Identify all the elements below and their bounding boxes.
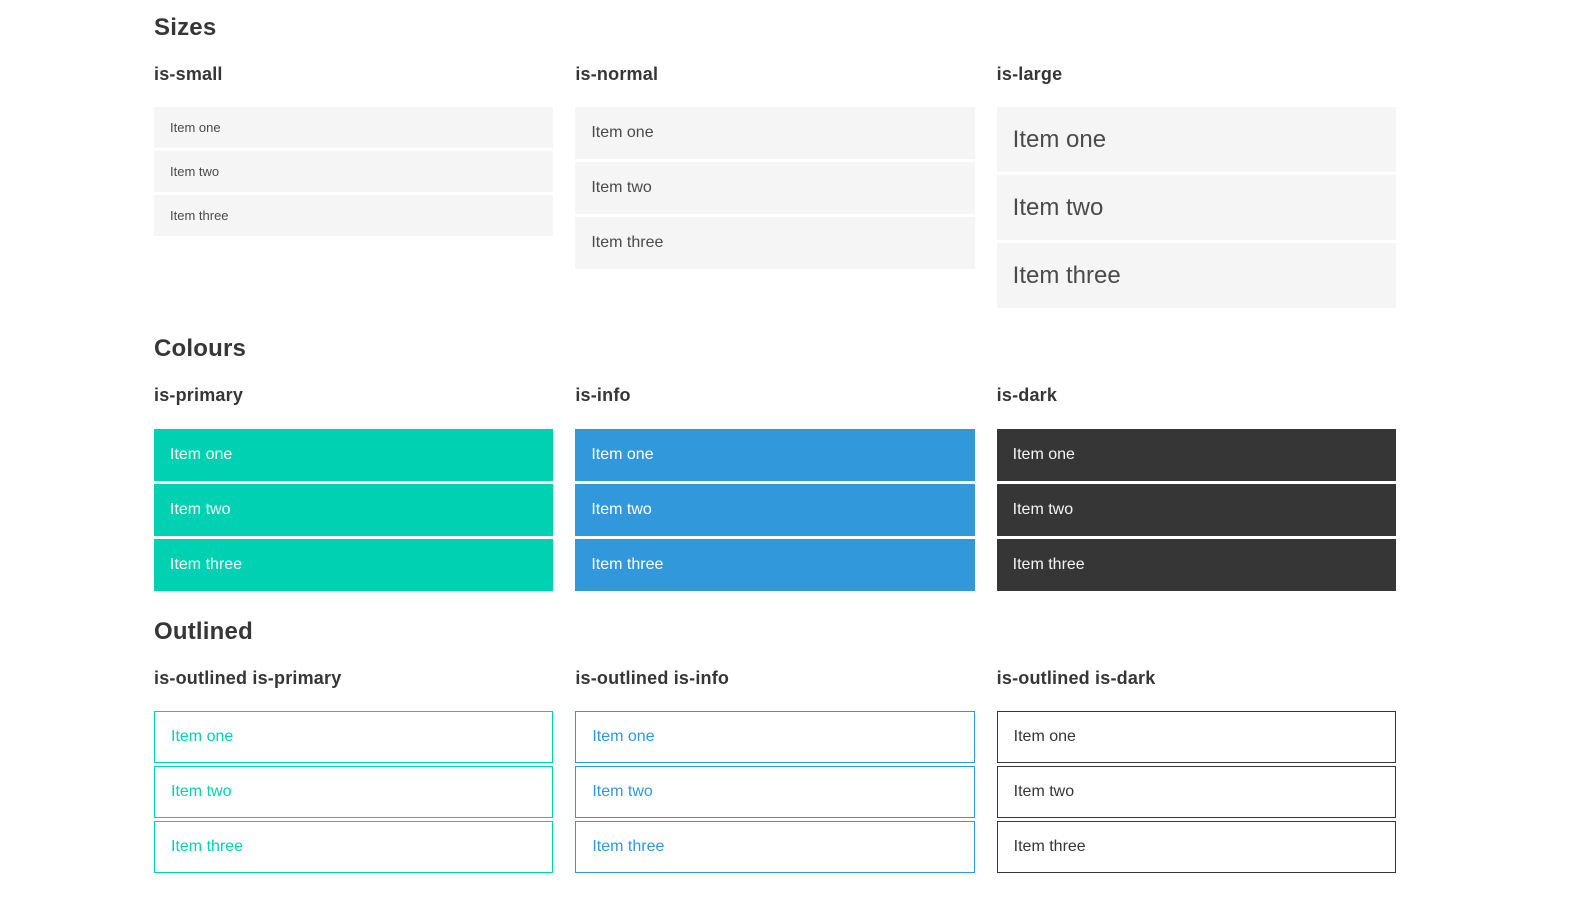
list-item: Item one: [575, 107, 975, 160]
variant-column-color-info: is-info Item one Item two Item three: [575, 385, 975, 594]
variant-label: is-small: [154, 63, 223, 84]
list-item: Item one: [154, 428, 554, 481]
variant-column-outlined-primary: is-outlined is-primary Item one Item two…: [154, 667, 554, 877]
variant-column-color-dark: is-dark Item one Item two Item three: [996, 385, 1396, 594]
section-title: Sizes: [154, 14, 217, 41]
demo-section: Outlined is-outlined is-primary Item one…: [154, 618, 1396, 876]
block-list: Item one Item two Item three: [575, 107, 975, 270]
block-list: Item one Item two Item three: [575, 711, 975, 874]
variant-label: is-outlined is-primary: [154, 667, 342, 688]
list-item: Item two: [996, 483, 1396, 536]
variant-label: is-large: [996, 63, 1063, 84]
list-item: Item three: [575, 821, 975, 874]
list-item: Item two: [154, 483, 554, 536]
block-list: Item one Item two Item three: [996, 107, 1396, 309]
list-item: Item three: [996, 243, 1396, 309]
variant-columns: is-primary Item one Item two Item three …: [154, 385, 1396, 594]
variant-column-outlined-dark: is-outlined is-dark Item one Item two It…: [996, 667, 1396, 877]
variant-label: is-dark: [996, 385, 1058, 406]
section-title: Colours: [154, 335, 247, 363]
list-item: Item one: [996, 711, 1396, 764]
section-title: Outlined: [154, 617, 253, 645]
list-item: Item one: [996, 428, 1396, 481]
list-item: Item two: [154, 766, 554, 819]
list-item: Item three: [575, 217, 975, 270]
block-list: Item one Item two Item three: [154, 428, 554, 591]
list-item: Item two: [996, 175, 1396, 241]
list-item: Item two: [575, 162, 975, 215]
list-item: Item three: [154, 821, 554, 874]
list-item: Item one: [996, 107, 1396, 173]
block-list: Item one Item two Item three: [575, 428, 975, 591]
list-item: Item two: [154, 151, 554, 193]
list-item: Item one: [575, 711, 975, 764]
list-item: Item two: [575, 766, 975, 819]
block-list: Item one Item two Item three: [154, 711, 554, 874]
variant-column-size-normal: is-normal Item one Item two Item three: [575, 63, 975, 312]
block-list: Item one Item two Item three: [996, 711, 1396, 874]
variant-label: is-primary: [154, 385, 244, 406]
list-item: Item two: [575, 483, 975, 536]
variant-label: is-normal: [575, 63, 659, 84]
variant-columns: is-small Item one Item two Item three is…: [154, 64, 1396, 312]
variant-column-color-primary: is-primary Item one Item two Item three: [154, 385, 554, 594]
list-item: Item one: [154, 107, 554, 149]
variant-column-size-large: is-large Item one Item two Item three: [996, 63, 1396, 312]
list-item: Item three: [154, 195, 554, 237]
list-item: Item one: [575, 428, 975, 481]
variant-column-outlined-info: is-outlined is-info Item one Item two It…: [575, 667, 975, 877]
list-item: Item three: [154, 538, 554, 591]
demo-section: Colours is-primary Item one Item two Ite…: [154, 335, 1396, 593]
list-item: Item two: [996, 766, 1396, 819]
list-item: Item one: [154, 711, 554, 764]
variant-label: is-outlined is-info: [575, 667, 730, 688]
list-item: Item three: [575, 538, 975, 591]
block-list: Item one Item two Item three: [996, 428, 1396, 591]
demo-section: Sizes is-small Item one Item two Item th…: [154, 14, 1396, 311]
variant-label: is-outlined is-dark: [996, 667, 1156, 688]
list-item: Item three: [996, 821, 1396, 874]
variant-label: is-info: [575, 385, 631, 406]
list-item: Item three: [996, 538, 1396, 591]
variant-column-size-small: is-small Item one Item two Item three: [154, 63, 554, 312]
block-list: Item one Item two Item three: [154, 107, 554, 237]
variant-columns: is-outlined is-primary Item one Item two…: [154, 668, 1396, 877]
